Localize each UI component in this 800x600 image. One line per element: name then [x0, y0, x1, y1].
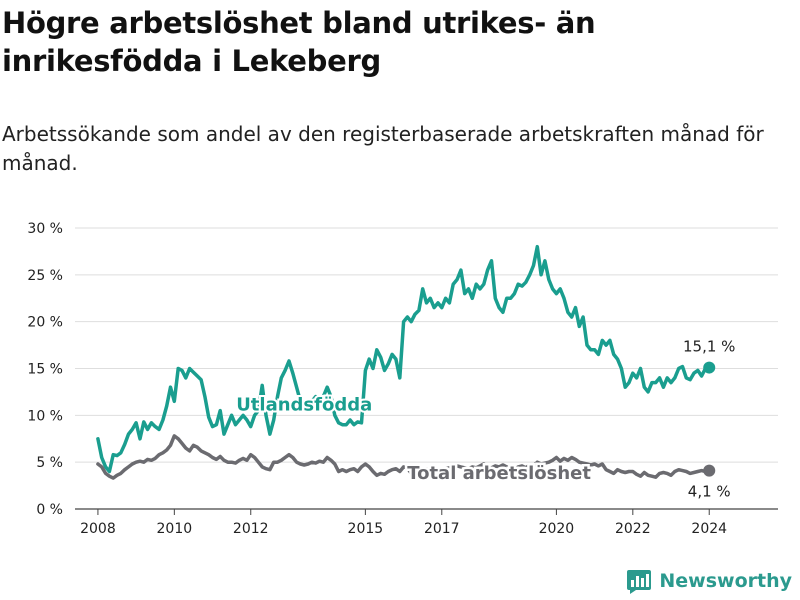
- x-tick-label: 2008: [80, 521, 116, 537]
- x-tick-label: 2015: [348, 521, 384, 537]
- end-value-label-total: 4,1 %: [688, 483, 731, 501]
- y-tick-label: 30 %: [27, 221, 63, 237]
- y-axis: 0 % 5 % 10 % 15 % 20 % 25 % 30 %: [27, 221, 63, 518]
- series-lines: [96, 244, 716, 480]
- chart-title: Högre arbetslöshet bland utrikes- än inr…: [2, 6, 596, 78]
- y-tick-label: 0 %: [36, 502, 63, 518]
- newsworthy-logo: Newsworthy: [626, 568, 792, 594]
- end-value-label-utlandsfodda: 15,1 %: [683, 338, 735, 356]
- series-end-marker: [703, 464, 716, 477]
- x-tick-label: 2020: [539, 521, 575, 537]
- series-label-total: Total arbetslöshet: [407, 463, 591, 484]
- series-line-total: [96, 434, 711, 480]
- series-end-marker: [703, 361, 716, 374]
- x-tick-label: 2024: [691, 521, 727, 537]
- y-tick-label: 10 %: [27, 408, 63, 424]
- x-tick-label: 2022: [615, 521, 651, 537]
- x-tick-label: 2017: [424, 521, 460, 537]
- brand-name: Newsworthy: [659, 570, 792, 592]
- x-tick-label: 2012: [233, 521, 269, 537]
- y-tick-label: 5 %: [36, 455, 63, 471]
- series-label-utlandsfodda: Utlandsfödda: [236, 395, 372, 416]
- y-tick-label: 20 %: [27, 315, 63, 331]
- bar-chart-logo-icon: [627, 570, 652, 594]
- chart-subtitle: Arbetssökande som andel av den registerb…: [2, 122, 764, 175]
- series-line-utlandsfodda: [96, 244, 711, 474]
- y-tick-label: 15 %: [27, 362, 63, 378]
- series-labels: Utlandsfödda Total arbetslöshet 15,1 % 4,1 …: [234, 338, 735, 501]
- grid-lines: [75, 227, 778, 510]
- y-tick-label: 25 %: [27, 268, 63, 284]
- x-axis: 2008 2010 2012 2015 2017 2020 2022 2024: [80, 509, 727, 537]
- x-tick-label: 2010: [157, 521, 193, 537]
